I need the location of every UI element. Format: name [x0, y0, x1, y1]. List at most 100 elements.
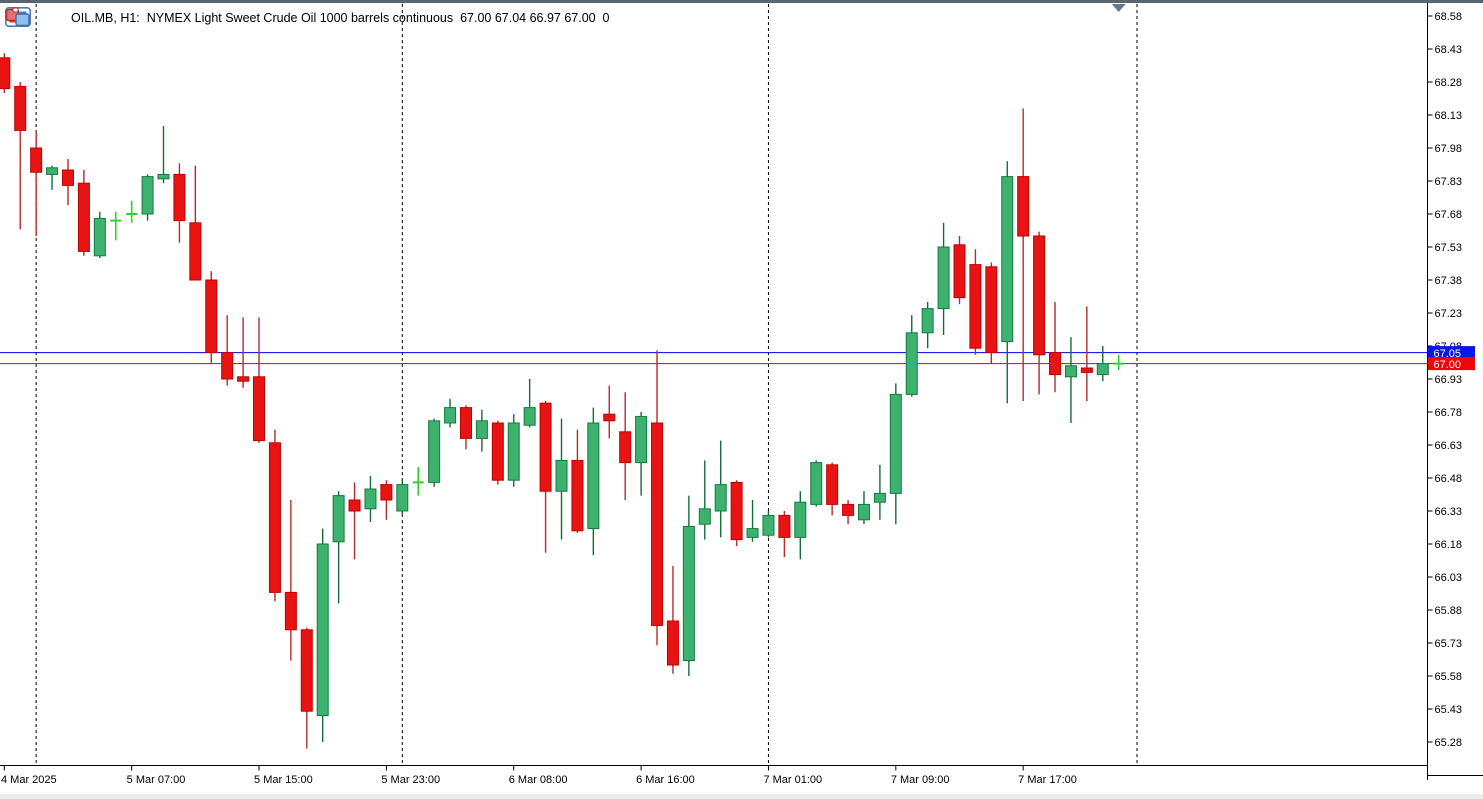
price-tick-label: 66.03 [1435, 572, 1463, 584]
candle-body [682, 525, 695, 662]
candle-body [555, 459, 568, 492]
time-tick-label: 5 Mar 07:00 [127, 774, 186, 786]
time-tick-label: 7 Mar 09:00 [891, 774, 950, 786]
candle-body [14, 85, 27, 131]
price-tick-label: 67.53 [1435, 242, 1463, 254]
price-tick-label: 65.73 [1435, 638, 1463, 650]
candle-body [762, 514, 775, 536]
candle-body [93, 217, 106, 257]
time-tick-label: 7 Mar 01:00 [763, 774, 822, 786]
price-tick-label: 67.98 [1435, 143, 1463, 155]
candle-body [237, 376, 250, 382]
candle-body [698, 508, 711, 525]
candle-body [268, 442, 281, 593]
candle-body [826, 464, 839, 505]
candle-body [603, 413, 616, 422]
candle-body [635, 415, 648, 464]
candle-body [1001, 176, 1014, 343]
candle-body [221, 352, 234, 380]
candle-body [173, 173, 186, 222]
price-tick-label: 66.48 [1435, 473, 1463, 485]
candle-body [30, 147, 43, 173]
price-tick-label: 65.88 [1435, 605, 1463, 617]
candle-body [253, 376, 266, 442]
price-tick-label: 67.23 [1435, 308, 1463, 320]
time-tick-label: 6 Mar 08:00 [509, 774, 568, 786]
candle-body [889, 393, 902, 494]
candle-body [1064, 365, 1077, 378]
candle-body [157, 173, 170, 180]
chart-title: OIL.MB, H1: NYMEX Light Sweet Crude Oil … [71, 11, 610, 25]
candle-body [873, 492, 886, 503]
candle-body [205, 279, 218, 354]
chart-objects-icon[interactable] [5, 7, 61, 28]
candle-body [857, 503, 870, 521]
candle-body [332, 495, 345, 543]
bid-price-badge [1428, 357, 1475, 371]
candle-body [475, 420, 488, 439]
time-tick-label: 5 Mar 23:00 [381, 774, 440, 786]
candle-body [1080, 367, 1093, 373]
bid-price-badge-label: 67.00 [1434, 359, 1462, 371]
candle-body [380, 484, 393, 501]
candle-body [284, 591, 297, 631]
price-tick-label: 68.13 [1435, 110, 1463, 122]
time-tick-label: 4 Mar 2025 [1, 774, 57, 786]
price-tick-label: 65.28 [1435, 737, 1463, 749]
candle-body [937, 246, 950, 310]
candle-body [778, 514, 791, 538]
candle-body [46, 167, 59, 175]
candle-body [1017, 176, 1030, 237]
candle-body [364, 488, 377, 510]
candle-body [300, 629, 313, 712]
candle-body [348, 499, 361, 512]
candle-body [491, 422, 504, 481]
price-tick-label: 66.93 [1435, 374, 1463, 386]
candle-body [842, 503, 855, 516]
candle-body [985, 266, 998, 354]
candle-body [507, 422, 520, 481]
chart-objects-glyph [5, 7, 30, 27]
window-top-border [0, 0, 1483, 3]
candle-body [953, 244, 966, 299]
candle-body [794, 501, 807, 538]
candle-body [619, 431, 632, 464]
price-tick-label: 68.28 [1435, 77, 1463, 89]
price-tick-label: 67.83 [1435, 176, 1463, 188]
candle-body [77, 182, 90, 252]
window-bottom-edge [0, 794, 1483, 799]
candle-body [714, 484, 727, 512]
candle-body [730, 481, 743, 541]
candle-body [539, 402, 552, 492]
candle-body [587, 422, 600, 530]
price-tick-label: 67.38 [1435, 275, 1463, 287]
candle-body [1033, 235, 1046, 356]
candle-body [905, 332, 918, 395]
candle-body [571, 459, 584, 532]
candle-body [746, 528, 759, 538]
candle-body [651, 422, 664, 626]
time-tick-label: 6 Mar 16:00 [636, 774, 695, 786]
ask-price-badge [1428, 346, 1475, 360]
price-tick-label: 65.43 [1435, 704, 1463, 716]
candle-body [428, 420, 441, 483]
price-tick-label: 67.68 [1435, 209, 1463, 221]
candle-body [666, 620, 679, 666]
candle-body [0, 57, 11, 90]
candle-body [810, 462, 823, 505]
price-tick-label: 68.43 [1435, 44, 1463, 56]
time-tick-label: 7 Mar 17:00 [1018, 774, 1077, 786]
candle-body [1049, 352, 1062, 376]
candle-body [396, 484, 409, 512]
price-tick-label: 66.18 [1435, 539, 1463, 551]
time-tick-label: 5 Mar 15:00 [254, 774, 313, 786]
candle-body [523, 407, 536, 426]
candle-body [969, 264, 982, 349]
last-bar-marker-icon [1111, 4, 1126, 12]
candle-body [61, 169, 74, 186]
price-tick-label: 68.58 [1435, 11, 1463, 23]
candle-body [1096, 363, 1109, 376]
candle-body [444, 407, 457, 424]
